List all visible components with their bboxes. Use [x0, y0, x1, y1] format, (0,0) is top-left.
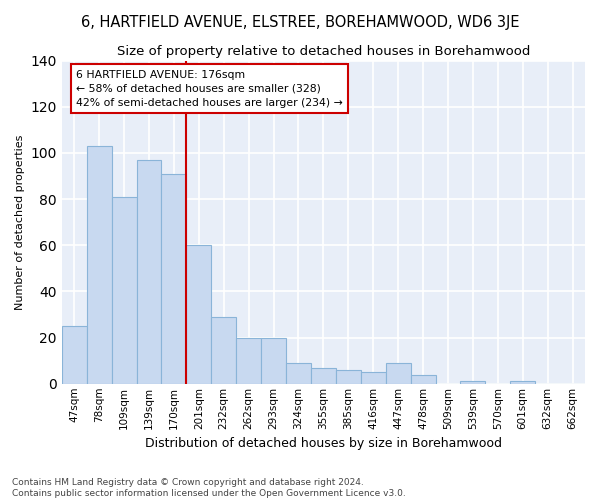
Text: 6, HARTFIELD AVENUE, ELSTREE, BOREHAMWOOD, WD6 3JE: 6, HARTFIELD AVENUE, ELSTREE, BOREHAMWOO…	[81, 15, 519, 30]
Bar	[211, 317, 236, 384]
Text: 6 HARTFIELD AVENUE: 176sqm
← 58% of detached houses are smaller (328)
42% of sem: 6 HARTFIELD AVENUE: 176sqm ← 58% of deta…	[76, 70, 343, 108]
Bar	[410, 374, 436, 384]
Text: Contains HM Land Registry data © Crown copyright and database right 2024.
Contai: Contains HM Land Registry data © Crown c…	[12, 478, 406, 498]
Bar	[336, 370, 361, 384]
Bar	[510, 382, 535, 384]
Y-axis label: Number of detached properties: Number of detached properties	[15, 134, 25, 310]
Bar	[137, 160, 161, 384]
Bar	[62, 326, 87, 384]
Bar	[236, 338, 261, 384]
Bar	[386, 363, 410, 384]
Bar	[87, 146, 112, 384]
Bar	[261, 338, 286, 384]
Bar	[161, 174, 187, 384]
Bar	[460, 382, 485, 384]
Bar	[187, 245, 211, 384]
Title: Size of property relative to detached houses in Borehamwood: Size of property relative to detached ho…	[117, 45, 530, 58]
Bar	[361, 372, 386, 384]
Bar	[112, 197, 137, 384]
Bar	[286, 363, 311, 384]
Bar	[311, 368, 336, 384]
X-axis label: Distribution of detached houses by size in Borehamwood: Distribution of detached houses by size …	[145, 437, 502, 450]
